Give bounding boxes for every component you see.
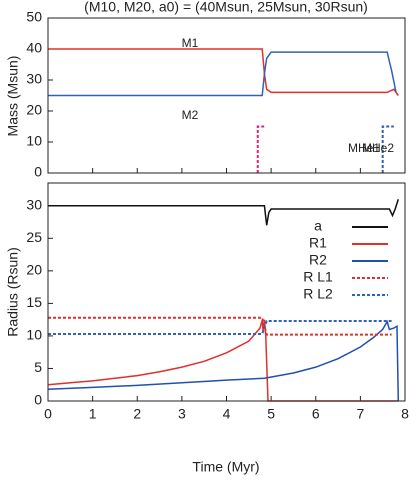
series-line [256,125,265,173]
legend-label: a [314,218,322,234]
chart-title: (M10, M20, a0) = (40Msun, 25Msun, 30Rsun… [84,0,368,15]
legend-label: R2 [309,252,327,268]
x-tick-label: 0 [44,406,52,422]
y-axis-label: Radius (Rsun) [5,247,21,336]
y-tick-label: 40 [26,40,42,56]
y-tick-label: 30 [26,71,42,87]
series-line [47,319,400,402]
series-label: MHe1 [348,141,380,155]
x-tick-label: 7 [356,406,364,422]
y-tick-label: 30 [26,196,42,212]
y-tick-label: 20 [26,102,42,118]
series-line [48,199,400,226]
y-tick-label: 5 [34,359,42,375]
y-tick-label: 25 [26,229,42,245]
plot-frame [47,17,406,174]
series-line [48,319,392,335]
x-tick-label: 8 [401,406,409,422]
y-tick-label: 15 [26,294,42,310]
y-tick-label: 20 [26,262,42,278]
legend-label: R1 [309,235,327,251]
legend-label: R L1 [303,269,333,285]
y-tick-label: 10 [26,327,42,343]
y-tick-label: 0 [34,164,42,180]
y-tick-label: 50 [26,9,42,25]
legend-label: R L2 [303,286,333,302]
x-tick-label: 6 [312,406,320,422]
y-tick-label: 10 [26,133,42,149]
x-tick-label: 2 [133,406,141,422]
x-tick-label: 4 [223,406,231,422]
x-tick-label: 5 [267,406,275,422]
x-tick-label: 3 [178,406,186,422]
series-label: M1 [182,36,199,50]
series-label: M2 [182,108,199,122]
x-axis-label: Time (Myr) [192,459,259,475]
series-label: MHe2 [362,141,394,155]
y-tick-label: 0 [34,392,42,408]
x-tick-label: 1 [89,406,97,422]
plot-frame [47,182,406,402]
series-line [47,319,399,402]
y-axis-label: Mass (Msun) [5,56,21,137]
series-line [48,51,397,97]
series-line [381,125,394,173]
series-line [48,48,399,96]
